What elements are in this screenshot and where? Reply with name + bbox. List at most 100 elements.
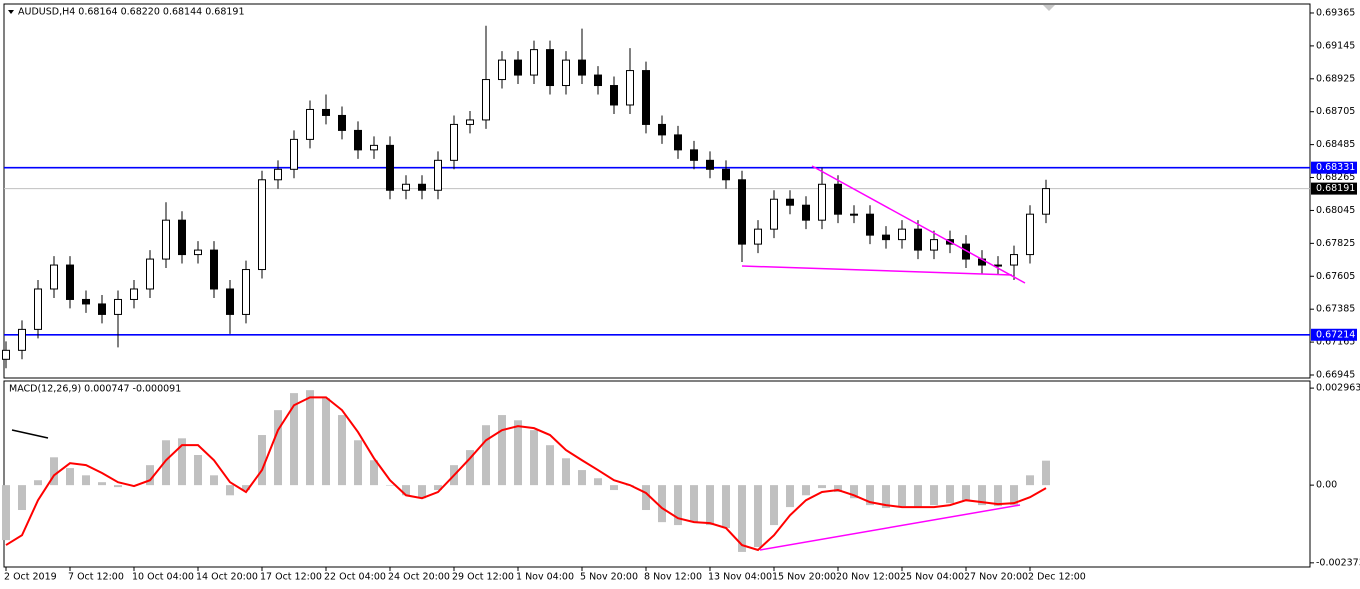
histogram-bar — [962, 485, 970, 501]
candle-body — [1042, 188, 1050, 215]
histogram-bar — [546, 445, 554, 486]
candle-body — [162, 219, 170, 260]
histogram-bar — [914, 485, 922, 508]
histogram-bar — [162, 440, 170, 486]
candle-body — [802, 204, 810, 221]
candle-body — [642, 70, 650, 125]
histogram-bar — [898, 485, 906, 507]
candle-body — [850, 213, 858, 216]
candle-body — [754, 228, 762, 245]
x-tick-label: 29 Oct 12:00 — [452, 572, 514, 583]
level-label-box — [1311, 328, 1357, 341]
candle-body — [466, 119, 474, 125]
histogram-bar — [50, 457, 58, 486]
candle-body — [930, 239, 938, 251]
candle-body — [578, 59, 586, 76]
candle-body — [658, 123, 666, 136]
x-tick-label: 10 Oct 04:00 — [132, 572, 194, 583]
candle-body — [994, 264, 1002, 267]
histogram-bar — [322, 398, 330, 486]
plot-layer: 0.69365 0.69145 0.68925 0.68705 0.68485 0.682… — [2, 7, 1360, 583]
candle-body — [226, 288, 234, 315]
histogram-bar — [2, 485, 10, 541]
histogram-bar — [146, 465, 154, 486]
candle-body — [386, 144, 394, 191]
y-tick-label: 0.00 — [1316, 480, 1337, 491]
candle-body — [482, 79, 490, 121]
candle-body — [738, 179, 746, 245]
candle-body — [898, 228, 906, 241]
candle-body — [274, 168, 282, 181]
histogram-bar — [66, 468, 74, 486]
candle-body — [1026, 213, 1034, 256]
candle-body — [210, 249, 218, 290]
candle-body — [450, 123, 458, 161]
histogram-bar — [434, 485, 442, 491]
candle-body — [50, 264, 58, 290]
y-tick-label: 0.68705 — [1316, 106, 1355, 117]
candle-body — [674, 134, 682, 151]
histogram-bar — [642, 485, 650, 511]
y-tick-label: 0.68045 — [1316, 205, 1355, 216]
trendline — [811, 165, 1026, 284]
candle-body — [66, 264, 74, 300]
y-tick-label: 0.66945 — [1316, 370, 1355, 381]
trendline — [741, 265, 1013, 276]
candle-body — [354, 129, 362, 151]
histogram-bar — [354, 440, 362, 486]
scroll-marker — [1043, 5, 1055, 11]
histogram-bar — [738, 485, 746, 552]
candle-body — [594, 74, 602, 87]
y-tick-label: 0.69365 — [1316, 7, 1355, 18]
y-tick-label: 0.67385 — [1316, 304, 1355, 315]
histogram-bar — [722, 485, 730, 529]
candle-body — [914, 228, 922, 251]
histogram-bar — [114, 485, 122, 488]
histogram-bar — [786, 485, 794, 508]
candle-body — [498, 59, 506, 81]
level-label: 0.68331 — [1316, 162, 1355, 173]
candle-body — [610, 85, 618, 106]
y-tick-label: 0.002963 — [1316, 383, 1360, 394]
candle-body — [194, 249, 202, 256]
histogram-bar — [370, 460, 378, 486]
candle-body — [322, 108, 330, 116]
histogram-bar — [594, 478, 602, 486]
histogram-bar — [402, 485, 410, 496]
menu-arrow[interactable] — [8, 10, 14, 14]
histogram-bar — [482, 425, 490, 486]
candle-body — [514, 59, 522, 76]
macd-pane — [3, 380, 1311, 568]
candle-body — [866, 213, 874, 236]
histogram-bar — [98, 482, 106, 486]
x-tick-label: 1 Nov 04:00 — [516, 572, 574, 583]
x-tick-label: 2 Dec 12:00 — [1028, 572, 1086, 583]
x-tick-label: 13 Nov 04:00 — [708, 572, 772, 583]
histogram-bar — [866, 485, 874, 506]
candle-body — [242, 269, 250, 315]
trendline — [759, 504, 1021, 551]
histogram-bar — [306, 390, 314, 486]
x-tick-label: 24 Oct 20:00 — [388, 572, 450, 583]
candle-body — [786, 198, 794, 206]
candle-body — [722, 168, 730, 181]
histogram-bar — [178, 438, 186, 486]
histogram-bar — [946, 485, 954, 504]
candle-body — [290, 138, 298, 170]
level-label: 0.67214 — [1316, 329, 1355, 340]
y-tick-label: 0.67165 — [1316, 337, 1355, 348]
candle-body — [34, 288, 42, 330]
histogram-bar — [530, 430, 538, 486]
x-tick-label: 17 Oct 12:00 — [260, 572, 322, 583]
histogram-bar — [418, 485, 426, 499]
histogram-bar — [578, 470, 586, 486]
candle-body — [834, 183, 842, 215]
histogram-bar — [882, 485, 890, 509]
signal-line — [5, 396, 1047, 552]
candle-body — [114, 298, 122, 315]
candle-body — [418, 183, 426, 191]
histogram-bar — [290, 393, 298, 486]
x-tick-label: 7 Oct 12:00 — [68, 572, 124, 583]
candle-body — [2, 349, 10, 360]
